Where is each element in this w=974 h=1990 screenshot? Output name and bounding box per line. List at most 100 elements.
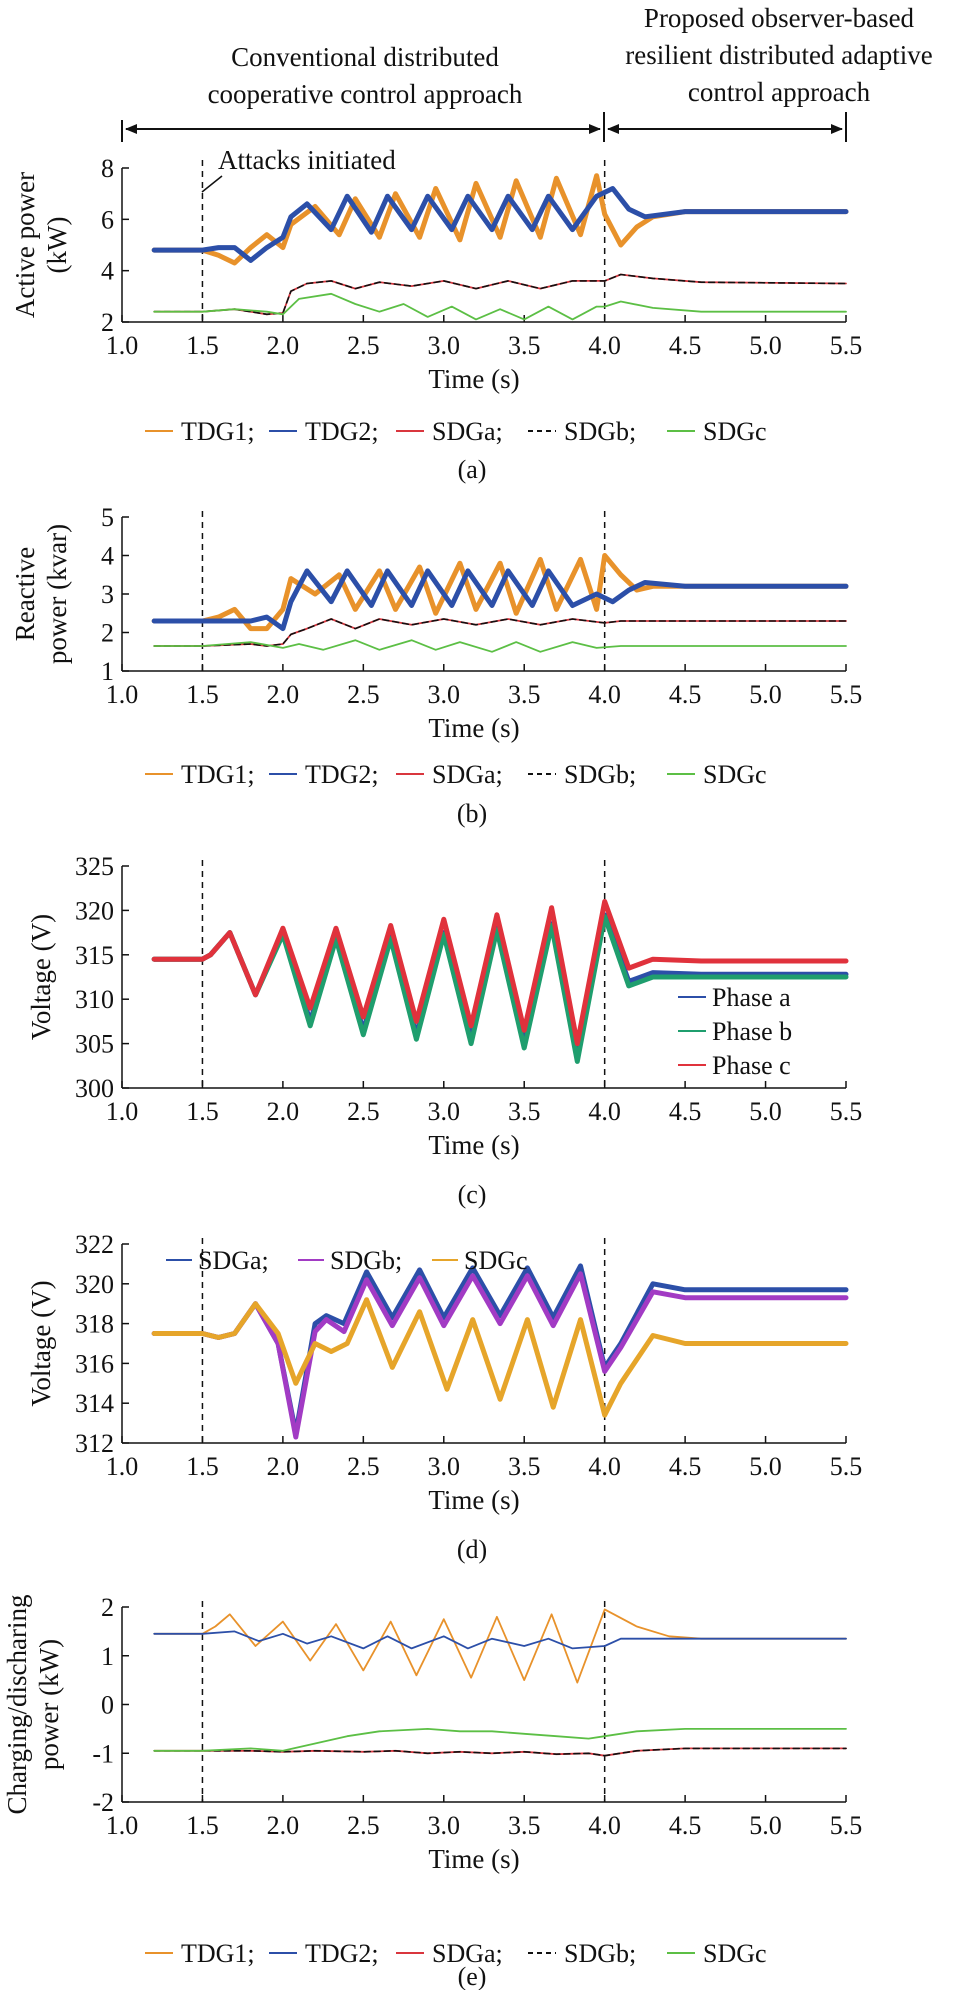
x-tick-label: 1.0 <box>106 1452 139 1481</box>
x-tick-label: 4.0 <box>588 1097 621 1126</box>
panel-a: 1.0 1.5 2.0 2.5 3.0 3.5 4.0 4.5 5.0 5.5 2 4 6 8 Time (… <box>10 154 862 484</box>
legend-label: SDGa; <box>432 760 503 789</box>
y-tick-label: -2 <box>92 1788 114 1817</box>
x-tick-label: 2.5 <box>347 1452 380 1481</box>
legend-label: TDG1; <box>181 1939 255 1968</box>
legend-label: SDGc <box>464 1246 528 1275</box>
series-line-tdg2 <box>151 186 849 263</box>
x-tick-label: 3.5 <box>508 331 541 360</box>
x-tick-label: 2.5 <box>347 1097 380 1126</box>
series-line-sdgb <box>153 618 847 647</box>
attack-annotation-pointer <box>201 175 223 193</box>
x-tick-label: 5.0 <box>749 680 782 709</box>
figure-header: Conventional distributed cooperative con… <box>121 3 933 193</box>
x-tick-label: 5.0 <box>749 331 782 360</box>
x-tick-label: 1.0 <box>106 331 139 360</box>
x-tick-label: 3.5 <box>508 1097 541 1126</box>
header-conventional-line2: cooperative control approach <box>208 79 523 109</box>
legend-label: Phase c <box>712 1051 791 1080</box>
y-tick-label: 320 <box>75 896 114 925</box>
panel-caption: (d) <box>457 1535 487 1564</box>
x-tick-label: 1.5 <box>186 331 219 360</box>
panel-c: 1.0 1.5 2.0 2.5 3.0 3.5 4.0 4.5 5.0 5.5 300 305 310 3… <box>26 852 862 1209</box>
x-tick-label: 5.0 <box>749 1097 782 1126</box>
legend-label: SDGa; <box>198 1246 269 1275</box>
y-tick-label: 2 <box>101 1593 114 1622</box>
y-tick-label: 8 <box>101 154 114 183</box>
y-tick-label: 312 <box>75 1429 114 1458</box>
y-tick-label: 3 <box>101 580 114 609</box>
x-tick-label: 1.0 <box>106 1097 139 1126</box>
panel-caption: (c) <box>458 1180 487 1209</box>
y-tick-label: 5 <box>101 503 114 532</box>
series-line-tdg1 <box>151 553 849 632</box>
series-line-sdgc <box>153 1728 847 1752</box>
x-tick-label: 4.5 <box>669 680 702 709</box>
x-tick-label: 3.5 <box>508 1811 541 1840</box>
series-line-sdga <box>151 1263 849 1436</box>
x-tick-label: 1.5 <box>186 680 219 709</box>
y-tick-label: 322 <box>75 1230 114 1259</box>
y-axis-label: (kW) <box>42 217 72 274</box>
x-tick-label: 4.0 <box>588 1452 621 1481</box>
y-tick-label: 315 <box>75 941 114 970</box>
x-tick-label: 4.0 <box>588 680 621 709</box>
series-line-sdgb <box>153 273 847 316</box>
legend-label: SDGb; <box>564 417 636 446</box>
x-tick-label: 4.5 <box>669 1811 702 1840</box>
x-tick-label: 2.0 <box>267 331 300 360</box>
series-line-tdg2 <box>151 568 849 632</box>
series-line-sdgb <box>153 1747 847 1757</box>
series-line-sdgb <box>151 1271 849 1440</box>
x-tick-label: 2.5 <box>347 1811 380 1840</box>
legend-label: SDGb; <box>564 760 636 789</box>
panel-b: 1.0 1.5 2.0 2.5 3.0 3.5 4.0 4.5 5.0 5.5 1 2 3 4 5 Time … <box>10 503 862 828</box>
x-tick-label: 2.5 <box>347 331 380 360</box>
y-tick-label: 316 <box>75 1349 114 1378</box>
x-tick-label: 2.5 <box>347 680 380 709</box>
series-line-sdga <box>153 618 847 647</box>
y-tick-label: 310 <box>75 985 114 1014</box>
y-axis-label: Voltage (V) <box>26 1280 56 1406</box>
x-axis-label: Time (s) <box>428 713 519 743</box>
legend-label: Phase a <box>712 983 791 1012</box>
panel-caption: (a) <box>458 455 487 484</box>
chart-panels: 1.0 1.5 2.0 2.5 3.0 3.5 4.0 4.5 5.0 5.5 2 4 6 8 Time (… <box>2 154 862 1990</box>
y-tick-label: 1 <box>101 657 114 686</box>
y-tick-label: 2 <box>101 308 114 337</box>
y-tick-label: 0 <box>101 1691 114 1720</box>
x-tick-label: 1.0 <box>106 1811 139 1840</box>
legend-label: SDGc <box>703 1939 767 1968</box>
x-tick-label: 1.5 <box>186 1811 219 1840</box>
y-tick-label: 305 <box>75 1030 114 1059</box>
x-tick-label: 5.5 <box>830 1452 863 1481</box>
y-tick-label: 318 <box>75 1310 114 1339</box>
legend-label: TDG2; <box>305 417 379 446</box>
x-tick-label: 5.5 <box>830 1811 863 1840</box>
y-tick-label: 325 <box>75 852 114 881</box>
x-tick-label: 2.0 <box>267 1452 300 1481</box>
attack-annotation-label: Attacks initiated <box>218 145 396 175</box>
x-tick-label: 2.0 <box>267 680 300 709</box>
x-tick-label: 5.5 <box>830 680 863 709</box>
x-tick-label: 4.0 <box>588 1811 621 1840</box>
legend-label: SDGc <box>703 417 767 446</box>
x-tick-label: 3.0 <box>428 1097 461 1126</box>
y-tick-label: 6 <box>101 205 114 234</box>
x-tick-label: 5.5 <box>830 1097 863 1126</box>
x-tick-label: 4.0 <box>588 331 621 360</box>
header-proposed-line2: resilient distributed adaptive <box>625 40 932 70</box>
panel-e: 1.0 1.5 2.0 2.5 3.0 3.5 4.0 4.5 5.0 5.5 -2 -1 0 1 2 Tim… <box>2 1593 862 1990</box>
panel-caption: (e) <box>458 1962 487 1990</box>
legend-label: SDGa; <box>432 417 503 446</box>
series-line-tdg1 <box>153 1608 847 1684</box>
y-axis-label: power (kvar) <box>42 524 72 664</box>
x-tick-label: 4.5 <box>669 1452 702 1481</box>
legend-label: SDGb; <box>564 1939 636 1968</box>
series-line-sdgc <box>153 292 847 321</box>
legend-label: SDGa; <box>432 1939 503 1968</box>
x-tick-label: 3.0 <box>428 1452 461 1481</box>
panel-caption: (b) <box>457 799 487 828</box>
header-conventional-line1: Conventional distributed <box>231 42 499 72</box>
